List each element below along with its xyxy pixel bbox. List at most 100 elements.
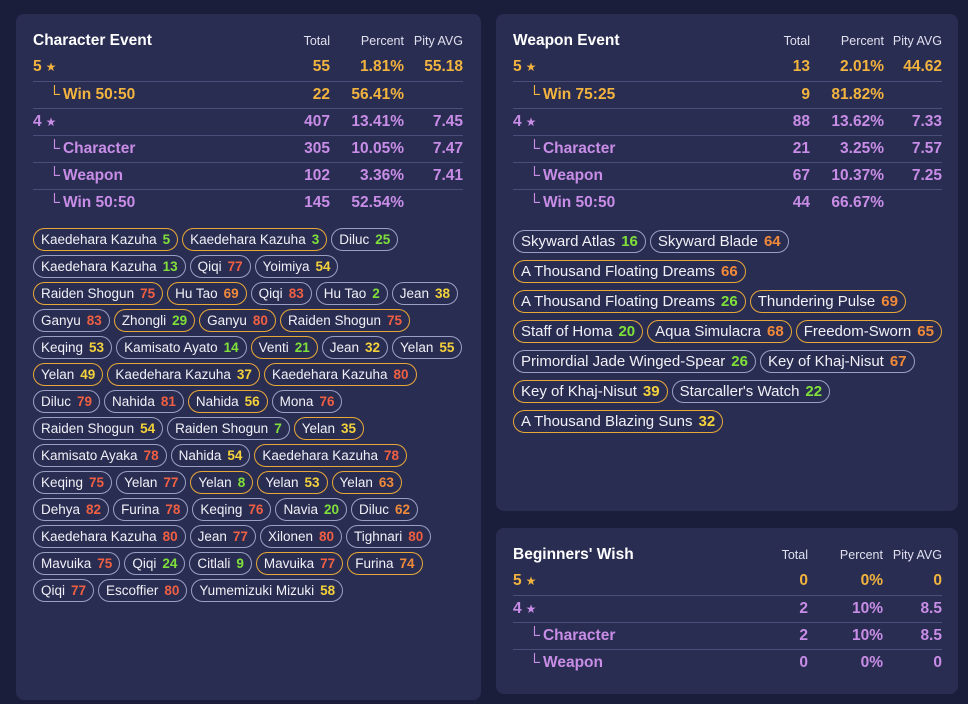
stat-row: 4 ★ 2 10% 8.5 [513,594,942,622]
pull-chip[interactable]: Jean 38 [391,282,459,305]
pull-pity: 8 [237,475,246,490]
pull-chip[interactable]: Navia 20 [275,498,347,521]
pull-chip[interactable]: Diluc 62 [350,498,419,521]
pull-chip[interactable]: Kaedehara Kazuha 5 [33,228,179,251]
pull-chip[interactable]: Kamisato Ayaka 78 [33,444,167,467]
row-pity [404,80,463,108]
pull-chip[interactable]: Xilonen 80 [259,525,343,548]
pull-chip[interactable]: Kaedehara Kazuha 3 [182,228,328,251]
pull-chip[interactable]: Staff of Homa 20 [513,320,644,343]
pull-chip[interactable]: Citlali 9 [189,552,252,575]
pull-chip[interactable]: Primordial Jade Winged-Spear 26 [513,350,756,373]
row-pity: 8.5 [883,621,942,649]
pull-chip[interactable]: Jean 77 [189,525,256,548]
pull-chip[interactable]: Kaedehara Kazuha 78 [254,444,408,467]
pull-pity: 14 [223,340,239,355]
pull-chip[interactable]: Yelan 8 [190,471,254,494]
row-pity: 55.18 [424,58,463,76]
pull-chip[interactable]: Keqing 53 [33,336,113,359]
pull-chip[interactable]: Starcaller's Watch 22 [671,380,831,403]
pull-chip[interactable]: Nahida 56 [187,390,268,413]
pull-chip[interactable]: Dehya 82 [33,498,110,521]
pull-chip[interactable]: A Thousand Floating Dreams 66 [513,260,746,283]
pull-chip[interactable]: Yoimiya 54 [254,255,339,278]
row-percent: 3.36% [330,161,404,189]
pull-chip[interactable]: Yelan 53 [257,471,328,494]
pull-pity: 22 [805,383,823,400]
pull-chip[interactable]: Kaedehara Kazuha 37 [107,363,260,386]
pull-chip[interactable]: Keqing 75 [33,471,113,494]
row-percent: 52.54% [330,188,404,216]
pull-name: Yelan [41,367,75,382]
pull-pity: 79 [77,394,93,409]
pull-chip[interactable]: A Thousand Blazing Suns 32 [513,410,724,433]
pull-chip[interactable]: Ganyu 80 [199,309,276,332]
pull-chip[interactable]: Diluc 79 [33,390,101,413]
pull-chip[interactable]: Yumemizuki Mizuki 58 [191,579,344,602]
pull-chip[interactable]: Mavuika 77 [255,552,344,575]
pull-chip[interactable]: Raiden Shogun 75 [279,309,411,332]
pull-pity: 55 [439,340,455,355]
pull-chip[interactable]: Kamisato Ayato 14 [116,336,247,359]
star-icon: ★ [45,114,57,129]
pull-chip[interactable]: Qiqi 83 [250,282,312,305]
pull-chip[interactable]: Yelan 49 [33,363,104,386]
pull-chip[interactable]: Freedom-Sworn 65 [795,320,942,343]
pull-name: Yumemizuki Mizuki [199,583,315,598]
pull-chip[interactable]: Keqing 76 [192,498,272,521]
pull-chip[interactable]: Escoffier 80 [98,579,188,602]
pull-chip[interactable]: Venti 21 [250,336,318,359]
pull-chip[interactable]: Yelan 63 [331,471,402,494]
pull-chip[interactable]: Furina 78 [113,498,189,521]
pull-chip[interactable]: Hu Tao 2 [315,282,388,305]
pull-chip[interactable]: Raiden Shogun 75 [33,282,164,305]
row-percent: 3.25% [810,134,884,162]
pull-chip[interactable]: Kaedehara Kazuha 80 [263,363,417,386]
pull-chip[interactable]: Qiqi 77 [33,579,95,602]
pull-chip[interactable]: Key of Khaj-Nisut 39 [513,380,668,403]
pull-chip[interactable]: Yelan 77 [116,471,187,494]
header-percent: Percent [840,34,884,48]
pull-name: Ganyu [41,313,81,328]
pull-name: A Thousand Floating Dreams [521,263,715,280]
pull-chip[interactable]: Skyward Atlas 16 [513,230,646,253]
pull-chip[interactable]: Furina 74 [347,552,423,575]
row-pity: 0 [933,572,942,590]
pull-chip[interactable]: Yelan 35 [293,417,365,440]
pull-name: Qiqi [197,259,222,274]
pull-chip[interactable]: Diluc 25 [331,228,399,251]
pull-pity: 78 [165,502,181,517]
pull-name: A Thousand Floating Dreams [521,293,715,310]
pull-chip[interactable]: Kaedehara Kazuha 80 [33,525,186,548]
pull-chip[interactable]: Qiqi 77 [189,255,251,278]
row-total: 88 [723,107,810,135]
pull-chip[interactable]: Key of Khaj-Nisut 67 [759,350,915,373]
pull-chip[interactable]: Qiqi 24 [124,552,186,575]
pull-chip[interactable]: Thundering Pulse 69 [749,290,906,313]
weapon-event-panel: Weapon Event Total Percent Pity AVG 5 ★ 13… [496,14,958,511]
pull-name: Kaedehara Kazuha [271,367,388,382]
pull-chip[interactable]: A Thousand Floating Dreams 26 [513,290,746,313]
pull-chip[interactable]: Raiden Shogun 54 [33,417,164,440]
pull-chip[interactable]: Skyward Blade 64 [649,230,789,253]
pull-chip[interactable]: Aqua Simulacra 68 [647,320,792,343]
pull-chip[interactable]: Kaedehara Kazuha 13 [33,255,186,278]
pull-chip[interactable]: Ganyu 83 [33,309,110,332]
pull-chip[interactable]: Raiden Shogun 7 [167,417,290,440]
pull-pity: 38 [435,286,451,301]
pull-chip[interactable]: Yelan 55 [392,336,463,359]
pull-chip[interactable]: Mavuika 75 [33,552,121,575]
pull-chip[interactable]: Nahida 81 [104,390,184,413]
pull-chip[interactable]: Nahida 54 [170,444,251,467]
stat-row: └ Win 75:25 9 81.82% [513,80,942,108]
row-percent: 10% [808,594,883,622]
pull-chip[interactable]: Mona 76 [271,390,343,413]
row-label-text: Character [542,139,616,157]
pull-chip[interactable]: Zhongli 29 [113,309,196,332]
row-percent: 10% [808,621,883,649]
pull-name: Diluc [358,502,389,517]
pull-chip[interactable]: Tighnari 80 [346,525,432,548]
pull-chip[interactable]: Hu Tao 69 [167,282,247,305]
pull-chip[interactable]: Jean 32 [321,336,389,359]
row-label: └ Weapon [513,648,723,676]
